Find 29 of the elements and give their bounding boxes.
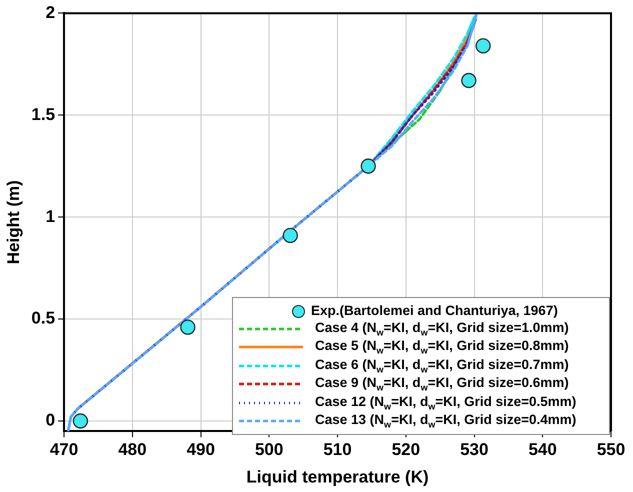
x-tick-label: 530 xyxy=(460,440,488,460)
point xyxy=(282,228,298,244)
y-tick-label: 2 xyxy=(46,2,56,22)
legend-label: Exp.(Bartolemei and Chanturiya, 1967) xyxy=(311,302,558,318)
y-axis-title: Height (m) xyxy=(4,180,23,264)
x-tick-label: 550 xyxy=(596,440,626,460)
point xyxy=(72,413,88,429)
legend-label: Case 9 (N$_{w}$=KI, d$_{w}$=KI, Grid size=0.6mm) xyxy=(315,375,569,394)
y-tick-label: 1 xyxy=(46,206,56,226)
legend-label: Case 13 (N$_{w}$=KI, d$_{w}$=KI, Grid size=0.4mm) xyxy=(315,412,576,430)
x-tick-label: 470 xyxy=(50,440,78,460)
legend-label: Case 6 (N$_{w}$=KI, d$_{w}$=KI, Grid size=0.7mm) xyxy=(315,356,569,375)
x-axis-title: Liquid temperature (K) xyxy=(246,467,429,486)
x-tick-label: 520 xyxy=(392,440,420,460)
x-tick-label: 480 xyxy=(118,440,147,460)
y-tick-label: 1.5 xyxy=(31,104,56,124)
x-tick-label: 510 xyxy=(323,440,352,460)
y-tick-label: 0.5 xyxy=(31,308,56,328)
point xyxy=(360,158,376,174)
x-tick-label: 540 xyxy=(528,440,557,460)
legend-label: Case 5 (N$_{w}$=KI, d$_{w}$=KI, Grid size=0.8mm) xyxy=(315,338,569,356)
point xyxy=(461,72,476,88)
point xyxy=(180,320,196,335)
x-tick-label: 500 xyxy=(254,440,284,460)
x-tick-label: 490 xyxy=(186,440,215,460)
legend-label: Case 12 (N$_{w}$=KI, d$_{w}$=KI, Grid size=0.5mm) xyxy=(315,394,576,412)
legend-label: Case 4 (N$_{w}$=KI, d$_{w}$=KI, Grid size=1.0mm) xyxy=(315,320,569,338)
point xyxy=(476,38,491,54)
y-tick-label: 0 xyxy=(46,410,56,430)
